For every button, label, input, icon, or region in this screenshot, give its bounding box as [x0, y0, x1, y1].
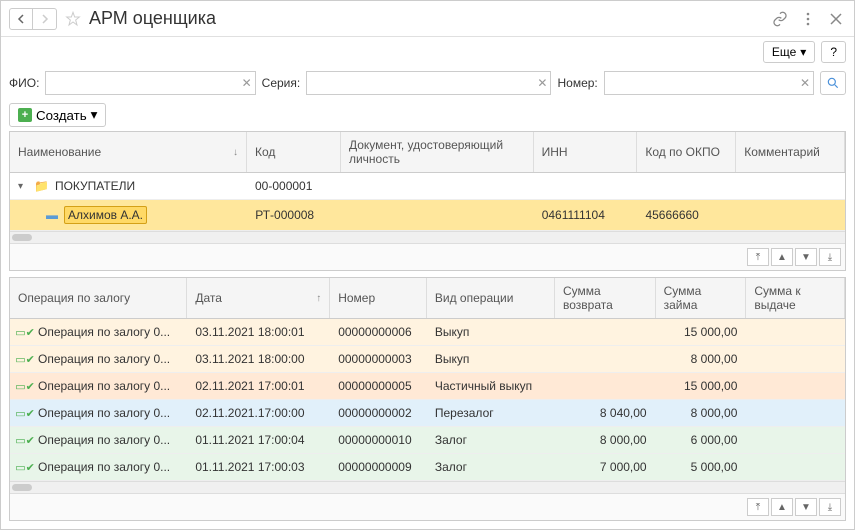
table-row[interactable]: ▭✔Операция по залогу 0...02.11.2021 17:0…	[10, 373, 845, 400]
more-label: Еще	[772, 45, 796, 59]
scroll-down-button[interactable]: ▼	[795, 248, 817, 266]
chevron-down-icon: ▾	[91, 107, 98, 123]
column-header-type[interactable]: Вид операции	[427, 278, 555, 318]
more-button[interactable]: Еще ▾	[763, 41, 815, 63]
table-row[interactable]: ▭✔Операция по залогу 0...03.11.2021 18:0…	[10, 346, 845, 373]
column-header-comment[interactable]: Комментарий	[736, 132, 845, 172]
column-header-return_sum[interactable]: Сумма возврата	[555, 278, 656, 318]
series-label: Серия:	[262, 76, 301, 90]
link-icon[interactable]	[770, 9, 790, 29]
chevron-down-icon: ▾	[800, 45, 806, 59]
close-icon[interactable]	[826, 9, 846, 29]
series-input[interactable]	[306, 71, 551, 95]
clear-icon[interactable]: ✕	[800, 76, 810, 90]
scroll-down-button[interactable]: ▼	[795, 498, 817, 516]
back-button[interactable]	[9, 8, 33, 30]
column-header-name[interactable]: Наименование↓	[10, 132, 247, 172]
table-row[interactable]: ▭✔Операция по залогу 0...02.11.2021.17:0…	[10, 400, 845, 427]
scrollbar[interactable]	[10, 231, 845, 243]
column-header-issue_sum[interactable]: Сумма к выдаче	[746, 278, 845, 318]
column-header-okpo[interactable]: Код по ОКПО	[637, 132, 736, 172]
column-header-date[interactable]: Дата↑	[187, 278, 330, 318]
column-header-op[interactable]: Операция по залогу	[10, 278, 187, 318]
customers-grid: Наименование↓КодДокумент, удостоверяющий…	[9, 131, 846, 271]
search-button[interactable]	[820, 71, 846, 95]
scroll-bottom-button[interactable]: ⤓	[819, 498, 841, 516]
column-header-loan_sum[interactable]: Сумма займа	[656, 278, 747, 318]
scroll-top-button[interactable]: ⤒	[747, 498, 769, 516]
scroll-bottom-button[interactable]: ⤓	[819, 248, 841, 266]
fio-label: ФИО:	[9, 76, 39, 90]
table-row[interactable]: ▾📁ПОКУПАТЕЛИ00-000001	[10, 173, 845, 200]
table-row[interactable]: ▬Алхимов А.А.РТ-000008046111110445666660	[10, 200, 845, 231]
column-header-doc[interactable]: Документ, удостоверяющий личность	[341, 132, 534, 172]
table-row[interactable]: ▭✔Операция по залогу 0...03.11.2021 18:0…	[10, 319, 845, 346]
forward-button[interactable]	[33, 8, 57, 30]
column-header-inn[interactable]: ИНН	[534, 132, 638, 172]
clear-icon[interactable]: ✕	[537, 76, 547, 90]
table-row[interactable]: ▭✔Операция по залогу 0...01.11.2021 17:0…	[10, 454, 845, 481]
help-button[interactable]: ?	[821, 41, 846, 63]
column-header-code[interactable]: Код	[247, 132, 341, 172]
favorite-icon[interactable]	[65, 11, 81, 27]
page-title: АРМ оценщика	[89, 8, 770, 29]
create-label: Создать	[36, 108, 87, 123]
number-label: Номер:	[557, 76, 597, 90]
clear-icon[interactable]: ✕	[242, 76, 252, 90]
number-input[interactable]	[604, 71, 814, 95]
table-row[interactable]: ▭✔Операция по залогу 0...01.11.2021 17:0…	[10, 427, 845, 454]
scroll-up-button[interactable]: ▲	[771, 248, 793, 266]
plus-icon: +	[18, 108, 32, 122]
operations-grid: Операция по залогуДата↑НомерВид операции…	[9, 277, 846, 521]
scrollbar[interactable]	[10, 481, 845, 493]
column-header-number[interactable]: Номер	[330, 278, 427, 318]
titlebar: АРМ оценщика	[1, 1, 854, 37]
create-button[interactable]: + Создать ▾	[9, 103, 106, 127]
fio-input[interactable]	[45, 71, 255, 95]
scroll-up-button[interactable]: ▲	[771, 498, 793, 516]
menu-icon[interactable]	[798, 9, 818, 29]
scroll-top-button[interactable]: ⤒	[747, 248, 769, 266]
